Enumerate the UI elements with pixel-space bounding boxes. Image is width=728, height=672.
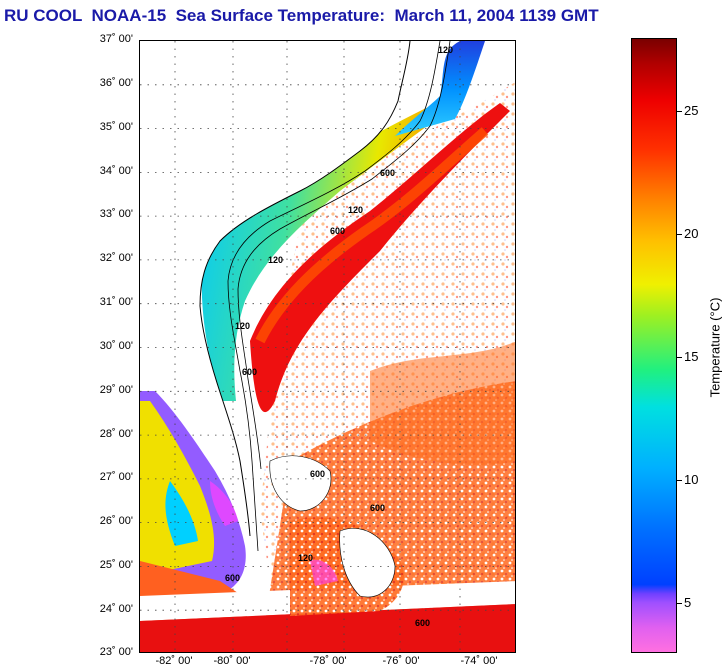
lat-label: 31˚ 00' bbox=[99, 296, 133, 308]
colorbar-tick bbox=[677, 111, 682, 112]
isobath-label: 600 bbox=[380, 168, 395, 178]
colorbar-tick bbox=[677, 234, 682, 235]
lat-label: 23˚ 00' bbox=[99, 646, 133, 658]
isobath-label: 120 bbox=[298, 553, 313, 563]
isobath-label: 600 bbox=[310, 469, 325, 479]
isobath-label: 600 bbox=[330, 226, 345, 236]
isobath-label: 600 bbox=[415, 618, 430, 628]
sst-map-canvas: 120 600 120 600 120 600 120 600 600 120 … bbox=[140, 41, 515, 652]
isobath-label: 600 bbox=[225, 573, 240, 583]
lat-label: 35˚ 00' bbox=[99, 121, 133, 133]
lat-label: 28˚ 00' bbox=[99, 428, 133, 440]
lat-label: 36˚ 00' bbox=[99, 77, 133, 89]
sst-map: 120 600 120 600 120 600 120 600 600 120 … bbox=[139, 40, 516, 653]
isobath-label: 120 bbox=[235, 321, 250, 331]
lat-label: 25˚ 00' bbox=[99, 559, 133, 571]
lat-label: 30˚ 00' bbox=[99, 340, 133, 352]
lon-label: -74˚ 00' bbox=[460, 655, 498, 667]
colorbar-title: Temperature (°C) bbox=[707, 297, 723, 398]
colorbar-tick-label: 5 bbox=[684, 595, 692, 610]
lon-label: -78˚ 00' bbox=[309, 655, 347, 667]
lat-label: 32˚ 00' bbox=[99, 252, 133, 264]
lat-label: 33˚ 00' bbox=[99, 208, 133, 220]
lon-label: -82˚ 00' bbox=[155, 655, 193, 667]
colorbar-tick-label: 10 bbox=[684, 472, 699, 487]
isobath-label: 120 bbox=[438, 45, 453, 55]
lat-label: 24˚ 00' bbox=[99, 603, 133, 615]
lat-label: 26˚ 00' bbox=[99, 515, 133, 527]
temperature-colorbar bbox=[631, 38, 677, 653]
lat-label: 29˚ 00' bbox=[99, 384, 133, 396]
lat-label: 27˚ 00' bbox=[99, 471, 133, 483]
lat-label: 34˚ 00' bbox=[99, 165, 133, 177]
colorbar-tick-label: 25 bbox=[684, 103, 699, 118]
lat-label: 37˚ 00' bbox=[99, 33, 133, 45]
colorbar-tick-label: 20 bbox=[684, 226, 699, 241]
map-title: RU COOL NOAA-15 Sea Surface Temperature:… bbox=[4, 6, 599, 25]
isobath-label: 600 bbox=[370, 503, 385, 513]
isobath-label: 600 bbox=[242, 367, 257, 377]
colorbar-tick bbox=[677, 480, 682, 481]
colorbar-tick bbox=[677, 357, 682, 358]
colorbar-tick-label: 15 bbox=[684, 349, 699, 364]
isobath-label: 120 bbox=[268, 255, 283, 265]
colorbar-tick bbox=[677, 603, 682, 604]
isobath-label: 120 bbox=[348, 205, 363, 215]
lon-label: -76˚ 00' bbox=[382, 655, 420, 667]
lon-label: -80˚ 00' bbox=[213, 655, 251, 667]
